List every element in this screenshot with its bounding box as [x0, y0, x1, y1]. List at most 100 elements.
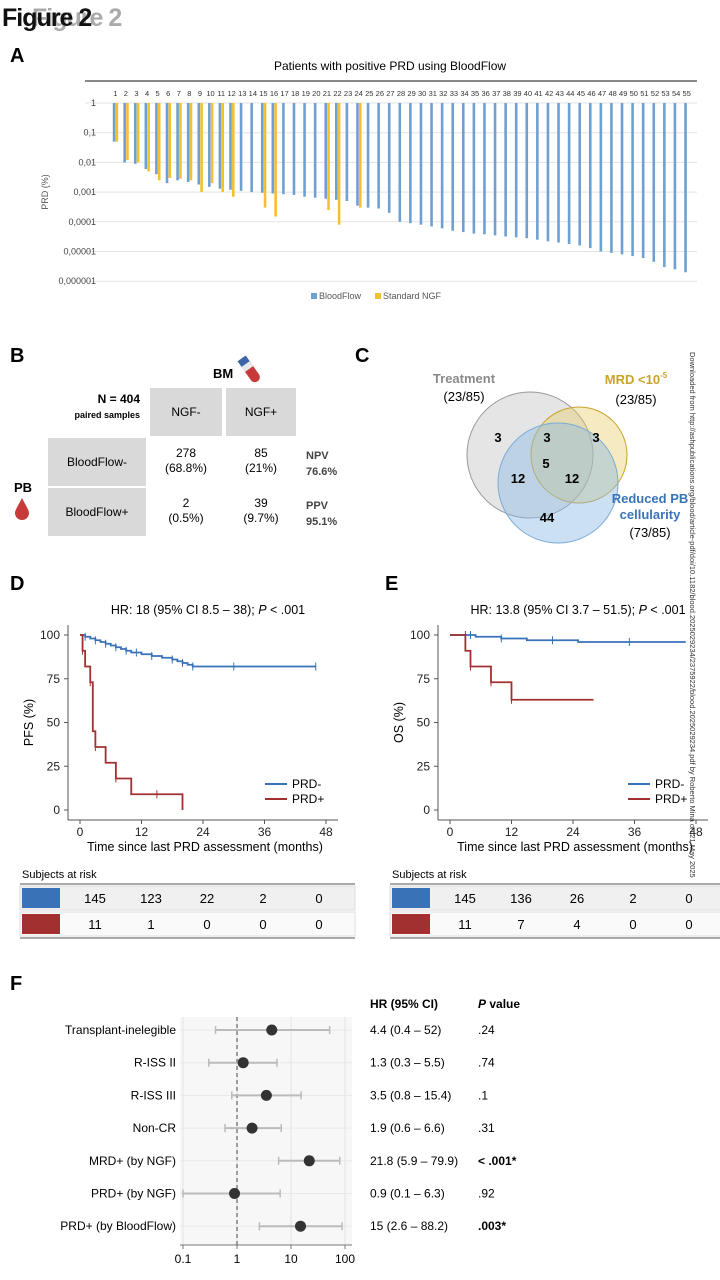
x-tick-label: 35: [471, 89, 479, 98]
venn-region-treatment-only: 3: [494, 430, 501, 445]
risk-table-cell: 11: [88, 917, 102, 932]
test-tube-icon: [237, 355, 260, 383]
risk-table-cell: 22: [200, 891, 214, 906]
bar-bloodflow: [451, 103, 455, 231]
forest-row-label: R-ISS II: [134, 1056, 176, 1070]
x-tick-label: 31: [429, 89, 437, 98]
bar-bloodflow: [345, 103, 349, 202]
bar-bloodflow: [631, 103, 634, 257]
bar-bloodflow: [588, 103, 592, 249]
x-tick-label: 46: [587, 89, 595, 98]
row-header-cell-bloodflow-neg: [48, 438, 146, 486]
venn-count-mrd: (23/85): [615, 392, 656, 407]
y-tick-label: 0,1: [83, 128, 96, 138]
p-value: .31: [478, 1121, 495, 1135]
p-value: .74: [478, 1056, 495, 1070]
risk-table-cell: 0: [203, 917, 210, 932]
x-tick-label: 52: [651, 89, 659, 98]
panel-label-b: B: [10, 345, 24, 367]
y-tick-label: 0,001: [73, 187, 96, 197]
hr-point: [229, 1188, 241, 1199]
table-n-sub: paired samples: [74, 410, 140, 420]
x-tick-label: 3: [134, 89, 138, 98]
bar-bloodflow: [229, 103, 232, 190]
venn-circle-reduced-pb: [497, 422, 619, 544]
y-tick-label: 25: [47, 759, 61, 773]
x-tick-label: 12: [505, 825, 519, 839]
bar-bloodflow: [387, 103, 391, 213]
row-header-cell-bloodflow-pos: [48, 488, 146, 536]
panel-a-bar-chart: Patients with positive PRD using BloodFl…: [40, 59, 697, 301]
panel-label-a: A: [10, 45, 24, 67]
venn-region-treatment-mrd: 3: [543, 430, 550, 445]
x-tick-label: 26: [376, 89, 384, 98]
bar-bloodflow: [123, 103, 126, 163]
bar-bloodflow: [610, 103, 613, 253]
panel-a-legend: BloodFlow Standard NGF: [311, 291, 442, 301]
bar-bloodflow: [271, 103, 275, 194]
bar-bloodflow: [472, 103, 476, 234]
bar-bloodflow: [260, 103, 264, 193]
risk-table-cell: 0: [629, 917, 636, 932]
bar-standard-ngf: [157, 103, 161, 181]
bar-standard-ngf: [221, 103, 225, 193]
bar-bloodflow: [504, 103, 507, 237]
x-tick-label: 41: [534, 89, 542, 98]
bar-standard-ngf: [189, 103, 193, 181]
panel-e-km-os: HR: 13.8 (95% CI 3.7 – 51.5); P < .001 0 2…: [389, 603, 720, 939]
cell-value: 85: [254, 446, 268, 460]
x-tick-label: 48: [319, 825, 333, 839]
bar-bloodflow: [398, 103, 402, 222]
risk-table-cell: 145: [454, 891, 476, 906]
x-tick-label: 9: [198, 89, 202, 98]
forest-plot-bg: [180, 1017, 352, 1245]
risk-table-cell: 2: [629, 891, 636, 906]
cell-value: 2: [183, 496, 190, 510]
x-tick-label: 7: [177, 89, 181, 98]
bar-bloodflow: [599, 103, 603, 252]
x-tick-label: 43: [556, 89, 564, 98]
legend-label-ngf: Standard NGF: [383, 291, 442, 301]
bar-bloodflow: [112, 103, 116, 142]
risk-table-cell: 11: [458, 917, 472, 932]
bar-standard-ngf: [231, 103, 235, 197]
x-tick-label: 12: [135, 825, 149, 839]
x-tick-label: 24: [196, 825, 210, 839]
x-tick-label: 0.1: [175, 1252, 192, 1266]
risk-table-cell: 2: [259, 891, 266, 906]
legend-label: PRD-: [655, 777, 684, 791]
x-tick-label: 34: [460, 89, 468, 98]
ppv-value: 95.1%: [306, 516, 337, 528]
y-tick-label: 25: [417, 759, 431, 773]
bar-bloodflow: [239, 103, 243, 191]
bar-bloodflow: [208, 103, 211, 187]
risk-table-title: Subjects at risk: [22, 869, 97, 881]
x-tick-label: 0: [447, 825, 454, 839]
row-header-bloodflow-pos: BloodFlow+: [65, 505, 128, 519]
y-tick-label: 75: [47, 672, 61, 686]
hr-point: [303, 1155, 315, 1167]
bar-bloodflow: [250, 103, 253, 193]
x-tick-label: 17: [280, 89, 288, 98]
bar-bloodflow: [483, 103, 486, 235]
risk-table-swatch: [22, 888, 60, 908]
bar-bloodflow: [409, 103, 412, 224]
bar-bloodflow: [652, 103, 656, 262]
risk-table-cell: 26: [570, 891, 584, 906]
y-tick-label: 0,00001: [63, 247, 96, 257]
p-value: < .001*: [478, 1154, 517, 1168]
x-tick-label: 27: [386, 89, 394, 98]
risk-table-cell: 4: [573, 917, 580, 932]
panel-label-f: F: [10, 973, 22, 995]
y-tick-label: 1: [91, 98, 96, 108]
bar-bloodflow: [557, 103, 560, 243]
bar-bloodflow: [440, 103, 444, 229]
bar-bloodflow: [165, 103, 169, 184]
risk-table-cell: 0: [315, 891, 322, 906]
download-watermark: Downloaded from http://ashpublications.o…: [688, 352, 697, 878]
bar-bloodflow: [578, 103, 581, 246]
venn-region-mrd-only: 3: [592, 430, 599, 445]
x-tick-label: 42: [545, 89, 553, 98]
p-value: .92: [478, 1187, 495, 1201]
bar-bloodflow: [461, 103, 465, 233]
